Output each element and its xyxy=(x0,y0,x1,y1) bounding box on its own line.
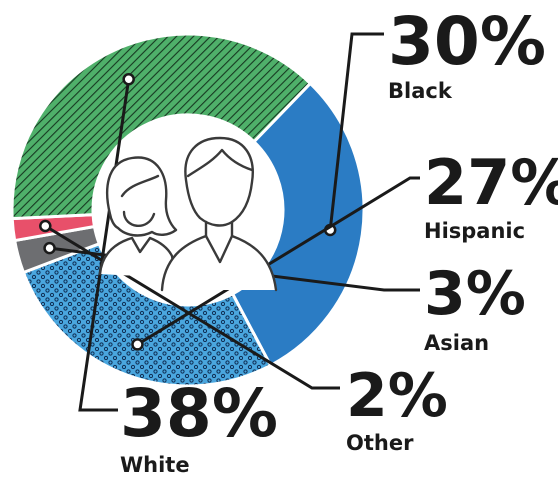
category-label-white: White xyxy=(120,453,190,477)
two-people-icon xyxy=(98,136,278,292)
percent-label-hispanic: 27% xyxy=(424,146,558,219)
leader-dot-asian xyxy=(43,241,56,255)
leader-line-black xyxy=(328,32,384,231)
category-label-other: Other xyxy=(346,431,414,455)
leader-dot-white xyxy=(122,72,135,86)
leader-dot-other xyxy=(39,219,52,233)
slice-white xyxy=(10,32,313,221)
slice-black xyxy=(230,81,366,368)
leader-line-other xyxy=(44,224,340,390)
category-label-black: Black xyxy=(388,79,453,103)
leader-dot-hispanic xyxy=(131,338,144,351)
percent-label-asian: 3% xyxy=(424,259,526,329)
percent-label-white: 38% xyxy=(120,375,278,452)
slice-labels: 30%Black 27%Hispanic 3%Asian 2%Other 38%Whit… xyxy=(120,3,558,477)
percent-label-other: 2% xyxy=(346,361,448,431)
slice-hispanic xyxy=(21,241,273,388)
category-label-hispanic: Hispanic xyxy=(424,219,525,243)
donut-slices xyxy=(10,32,366,388)
leader-lines xyxy=(39,32,420,412)
category-label-asian: Asian xyxy=(424,331,489,355)
percent-label-black: 30% xyxy=(388,3,546,80)
